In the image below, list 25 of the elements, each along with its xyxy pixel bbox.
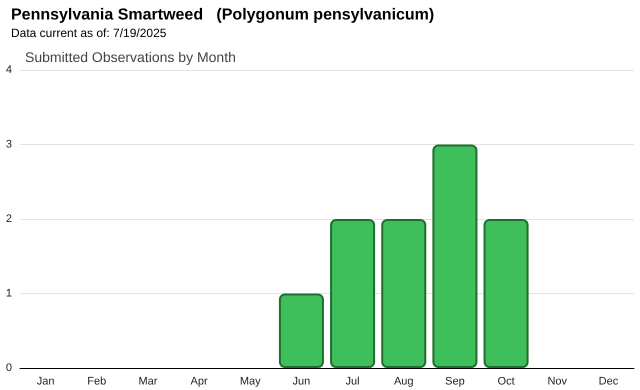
chart-title: Pennsylvania Smartweed (Polygonum pensylvanicum)	[11, 6, 434, 24]
y-tick-label: 1	[6, 288, 12, 300]
y-tick-label: 2	[6, 213, 12, 225]
x-tick-label: Jun	[292, 376, 310, 388]
bar	[484, 219, 529, 368]
y-tick-label: 3	[6, 138, 12, 150]
y-tick-label: 4	[6, 64, 12, 76]
bar	[381, 219, 426, 368]
x-tick-label: May	[240, 376, 262, 388]
x-tick-label: Aug	[394, 376, 414, 388]
x-tick-label: Apr	[190, 376, 208, 388]
x-tick-label: Jul	[346, 376, 360, 388]
bar	[432, 144, 478, 368]
bar	[330, 219, 376, 368]
x-tick-label: Sep	[445, 376, 465, 388]
chart-subtitle: Data current as of: 7/19/2025	[11, 26, 167, 40]
text: Submitted Observations by Month	[25, 49, 236, 65]
bar	[278, 294, 324, 368]
y-tick-label: 0	[6, 362, 12, 374]
x-tick-label: Jan	[36, 376, 54, 388]
x-tick-label: Feb	[87, 376, 106, 388]
x-tick-label: Mar	[138, 376, 158, 388]
x-tick-label: Oct	[498, 376, 515, 388]
x-tick-label: Dec	[598, 376, 619, 388]
x-tick-label: Nov	[547, 376, 568, 388]
